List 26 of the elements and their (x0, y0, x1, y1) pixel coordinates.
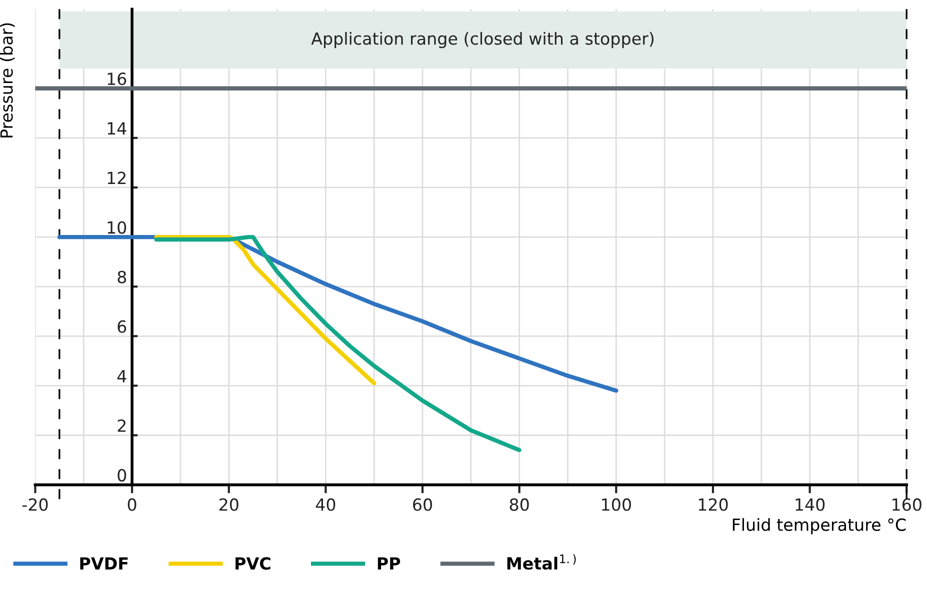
x-axis-title: Fluid temperature °C (732, 518, 906, 534)
x-tick-label: 120 (698, 498, 728, 511)
legend-label: PVC (236, 557, 270, 570)
y-tick-label: 16 (108, 72, 126, 86)
x-tick-label: 140 (796, 498, 825, 511)
x-tick-label: 100 (602, 498, 631, 511)
y-tick-label: 4 (117, 370, 126, 382)
x-tick-label: -20 (22, 498, 48, 511)
x-tick-label: 20 (219, 498, 238, 511)
y-tick-label: 12 (108, 172, 126, 184)
y-tick-label: 0 (118, 468, 126, 482)
y-tick-label: 8 (118, 270, 126, 284)
x-tick-label: 160 (892, 498, 922, 511)
y-tick-label: 2 (118, 419, 126, 432)
legend-label: Metal$^{1.)}$ (507, 554, 576, 570)
y-tick-label: 14 (108, 122, 126, 134)
x-tick-label: 0 (128, 498, 136, 511)
x-tick-label: 80 (510, 498, 529, 511)
x-tick-label: 40 (316, 498, 336, 511)
y-tick-label: 6 (118, 320, 126, 333)
band-label: Application range (closed with a stopper) (311, 32, 654, 48)
x-tick-label: 60 (413, 498, 432, 511)
legend-label: PP (378, 557, 400, 570)
y-tick-label: 10 (108, 221, 126, 234)
y-axis-title: Pressure (bar) (0, 23, 15, 138)
legend-label: PVDF (80, 557, 128, 570)
